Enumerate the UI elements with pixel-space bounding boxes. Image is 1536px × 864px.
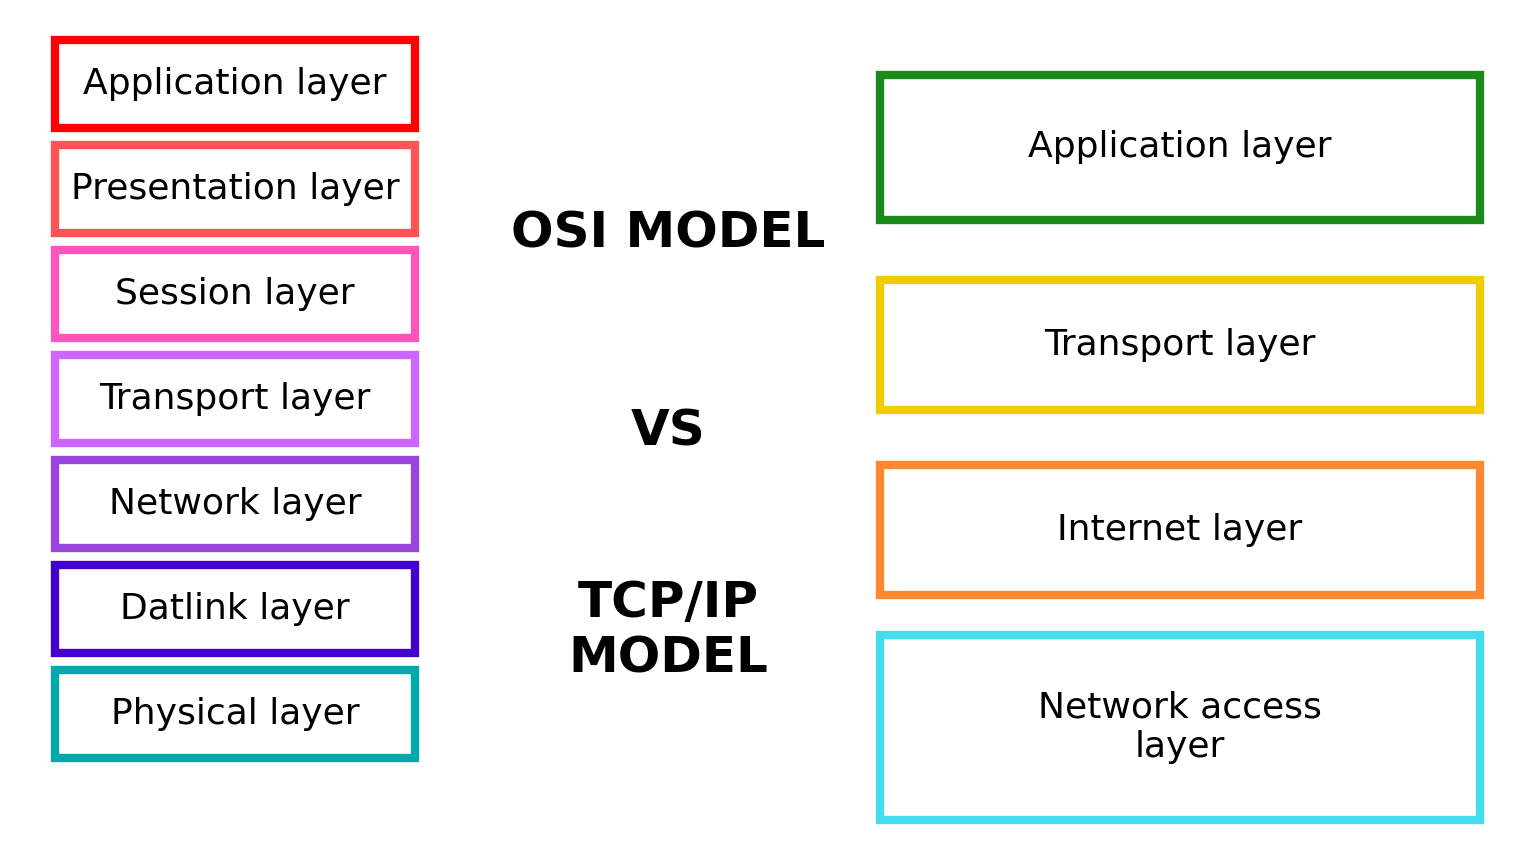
Text: Physical layer: Physical layer — [111, 697, 359, 731]
Text: Session layer: Session layer — [115, 277, 355, 311]
Text: TCP/IP
MODEL: TCP/IP MODEL — [568, 579, 768, 683]
FancyBboxPatch shape — [55, 40, 415, 128]
FancyBboxPatch shape — [55, 250, 415, 338]
Text: Network access
layer: Network access layer — [1038, 691, 1322, 764]
FancyBboxPatch shape — [55, 565, 415, 653]
Text: Transport layer: Transport layer — [1044, 328, 1316, 362]
Text: Network layer: Network layer — [109, 487, 361, 521]
FancyBboxPatch shape — [55, 670, 415, 758]
Text: VS: VS — [631, 408, 705, 456]
FancyBboxPatch shape — [880, 280, 1481, 410]
Text: Application layer: Application layer — [1028, 130, 1332, 164]
Text: Datlink layer: Datlink layer — [120, 592, 350, 626]
FancyBboxPatch shape — [880, 635, 1481, 820]
FancyBboxPatch shape — [880, 465, 1481, 595]
Text: OSI MODEL: OSI MODEL — [511, 209, 825, 257]
FancyBboxPatch shape — [880, 75, 1481, 220]
Text: Presentation layer: Presentation layer — [71, 172, 399, 206]
FancyBboxPatch shape — [55, 460, 415, 548]
Text: Transport layer: Transport layer — [100, 382, 370, 416]
Text: Application layer: Application layer — [83, 67, 387, 101]
FancyBboxPatch shape — [55, 145, 415, 233]
FancyBboxPatch shape — [55, 355, 415, 443]
Text: Internet layer: Internet layer — [1057, 513, 1303, 547]
